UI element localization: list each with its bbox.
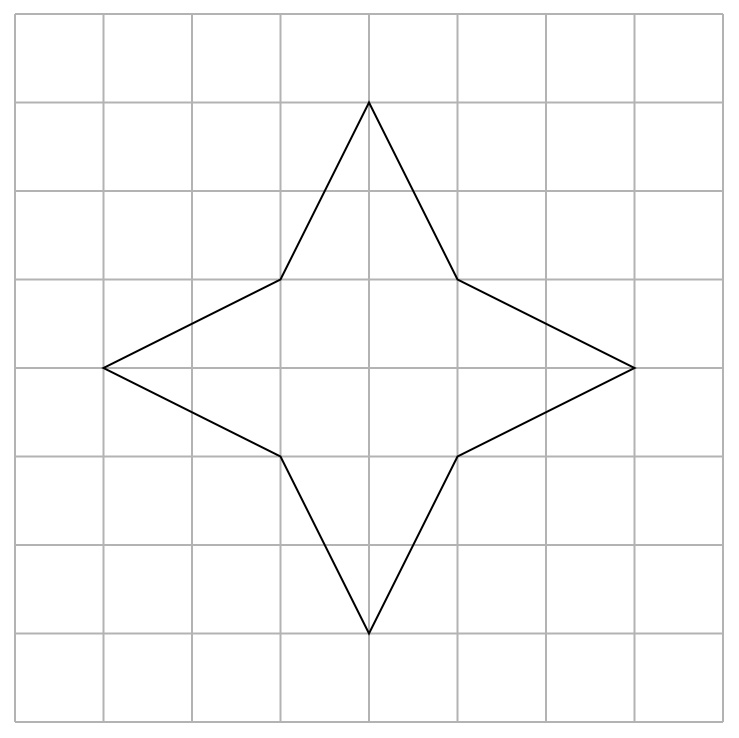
grid-diagram — [0, 0, 739, 738]
